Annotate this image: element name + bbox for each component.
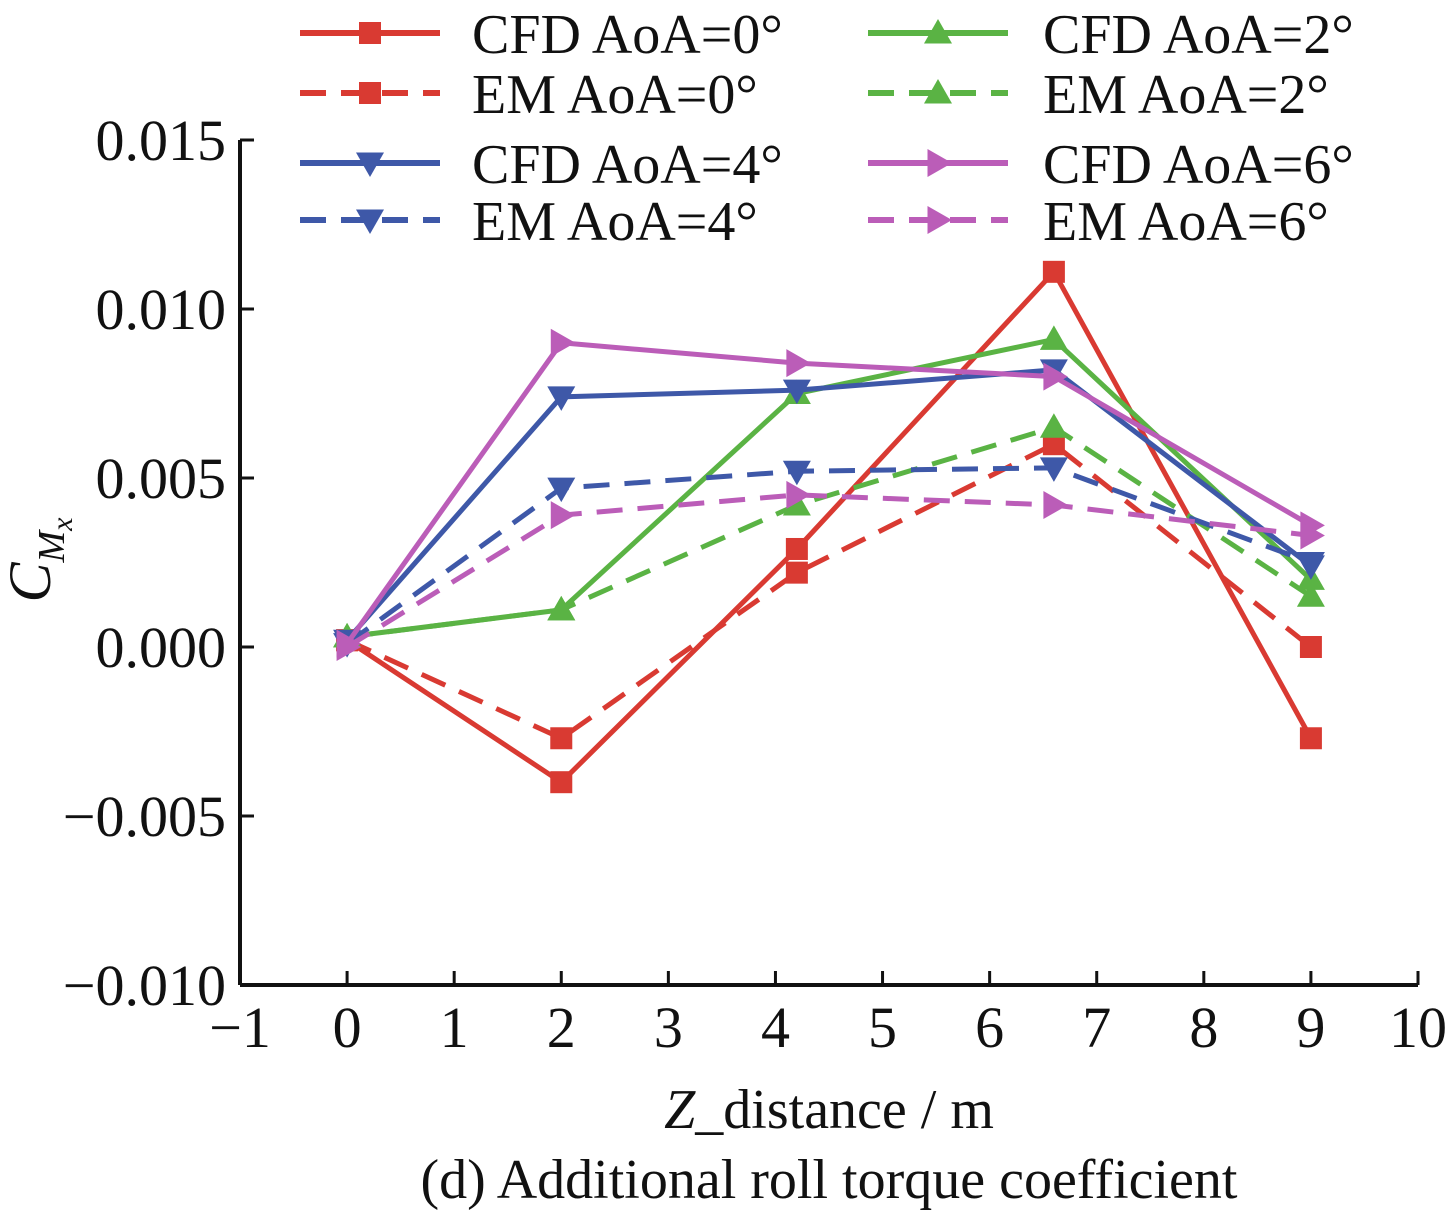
data-point xyxy=(786,349,811,378)
data-point xyxy=(547,595,576,621)
data-point xyxy=(1039,413,1068,438)
x-tick-label: 6 xyxy=(975,995,1004,1060)
y-tick-label: 0.000 xyxy=(96,615,227,680)
legend-swatch-marker xyxy=(359,82,381,104)
data-point xyxy=(547,477,576,503)
legend-swatch-marker xyxy=(356,152,384,177)
legend-item: EM AoA=2° xyxy=(868,64,1329,126)
data-point xyxy=(336,633,362,661)
x-tick-label: 7 xyxy=(1082,995,1111,1060)
series-1 xyxy=(336,260,1322,794)
y-axis-title: CMx xyxy=(0,517,79,603)
x-tick-label: 5 xyxy=(868,995,897,1060)
y-ticks: −0.010 −0.005 0.000 0.005 0.010 0.015 xyxy=(63,108,254,1018)
legend-item: EM AoA=6° xyxy=(868,191,1329,253)
data-point xyxy=(782,460,811,486)
series-line xyxy=(345,367,1313,642)
y-tick-label: −0.010 xyxy=(63,953,226,1018)
data-point xyxy=(1300,521,1325,550)
figure-caption: (d) Additional roll torque coefficient xyxy=(421,1149,1238,1211)
series-line xyxy=(345,267,1314,786)
x-tick-label: 8 xyxy=(1189,995,1218,1060)
data-point xyxy=(1299,636,1322,658)
data-point xyxy=(1043,362,1068,391)
series-line xyxy=(345,492,1312,650)
data-point xyxy=(550,727,573,750)
y-tick-label: 0.010 xyxy=(96,277,227,342)
data-point xyxy=(550,328,576,357)
legend-swatch-marker xyxy=(359,22,381,44)
legend-item: CFD AoA=6° xyxy=(868,134,1354,196)
legend-label: CFD AoA=0° xyxy=(472,4,783,66)
legend-swatch-marker xyxy=(924,19,952,44)
legend-label: CFD AoA=6° xyxy=(1043,134,1354,196)
x-tick-label: 2 xyxy=(547,995,576,1060)
series-8 xyxy=(336,480,1325,661)
legend-swatch-marker xyxy=(927,206,952,234)
data-point xyxy=(1039,325,1068,350)
legend-swatch-marker xyxy=(356,209,384,234)
data-point xyxy=(782,491,811,516)
legend-label: CFD AoA=2° xyxy=(1043,4,1354,66)
x-axis-title-italic: Z xyxy=(664,1079,696,1141)
series-2 xyxy=(336,433,1322,750)
data-point xyxy=(1039,457,1068,482)
legend-label: EM AoA=2° xyxy=(1043,64,1329,126)
data-point xyxy=(550,501,576,530)
y-axis-title-subsub: x xyxy=(46,517,79,532)
x-tick-label: 4 xyxy=(761,995,790,1060)
x-ticks: −1 0 1 2 3 4 5 6 7 8 9 10 xyxy=(209,971,1447,1060)
data-point xyxy=(1296,552,1325,577)
legend-label: EM AoA=6° xyxy=(1043,191,1329,253)
series-line xyxy=(346,441,1313,742)
data-point xyxy=(547,386,576,411)
data-point xyxy=(786,480,811,509)
y-tick-label: 0.005 xyxy=(96,446,227,511)
data-point xyxy=(1042,433,1065,456)
series-5 xyxy=(333,359,1325,655)
plot-area: −1 0 1 2 3 4 5 6 7 8 9 10 −0.010 −0.005 0.000 0.005 0.0… xyxy=(63,108,1447,1060)
data-point xyxy=(1296,582,1325,607)
y-axis-title-main: C xyxy=(0,562,63,603)
legend-item: CFD AoA=0° xyxy=(300,4,783,66)
data-point xyxy=(785,537,808,560)
data-point xyxy=(782,379,811,405)
x-axis-title: Z_distance / m xyxy=(664,1079,994,1141)
data-point xyxy=(1042,260,1065,283)
x-tick-label: 9 xyxy=(1296,995,1325,1060)
legend-label: CFD AoA=4° xyxy=(472,134,783,196)
x-axis-title-rest: _distance / m xyxy=(694,1079,994,1141)
x-tick-label: 10 xyxy=(1389,995,1447,1060)
legend-label: EM AoA=4° xyxy=(472,191,758,253)
legend: CFD AoA=0° CFD AoA=2° EM AoA=0° EM AoA=2° CF… xyxy=(300,4,1354,253)
legend-swatch-marker xyxy=(927,149,952,177)
x-tick-label: 3 xyxy=(654,995,683,1060)
data-point xyxy=(785,561,808,584)
data-point xyxy=(550,771,573,794)
series-line xyxy=(346,336,1313,640)
legend-item: CFD AoA=4° xyxy=(300,134,783,196)
data-point xyxy=(1043,491,1068,520)
x-tick-label: 0 xyxy=(333,995,362,1060)
series-layer xyxy=(333,260,1325,794)
legend-item: EM AoA=0° xyxy=(300,64,758,126)
y-tick-label: −0.005 xyxy=(63,784,226,849)
legend-item: EM AoA=4° xyxy=(300,191,758,253)
y-axis-title-sub: M xyxy=(31,528,73,563)
legend-swatch-marker xyxy=(924,79,952,104)
y-tick-label: 0.015 xyxy=(96,108,227,173)
legend-label: EM AoA=0° xyxy=(472,64,758,126)
data-point xyxy=(1299,727,1322,750)
x-tick-label: −1 xyxy=(209,995,271,1060)
legend-item: CFD AoA=2° xyxy=(868,4,1354,66)
x-tick-label: 1 xyxy=(440,995,469,1060)
